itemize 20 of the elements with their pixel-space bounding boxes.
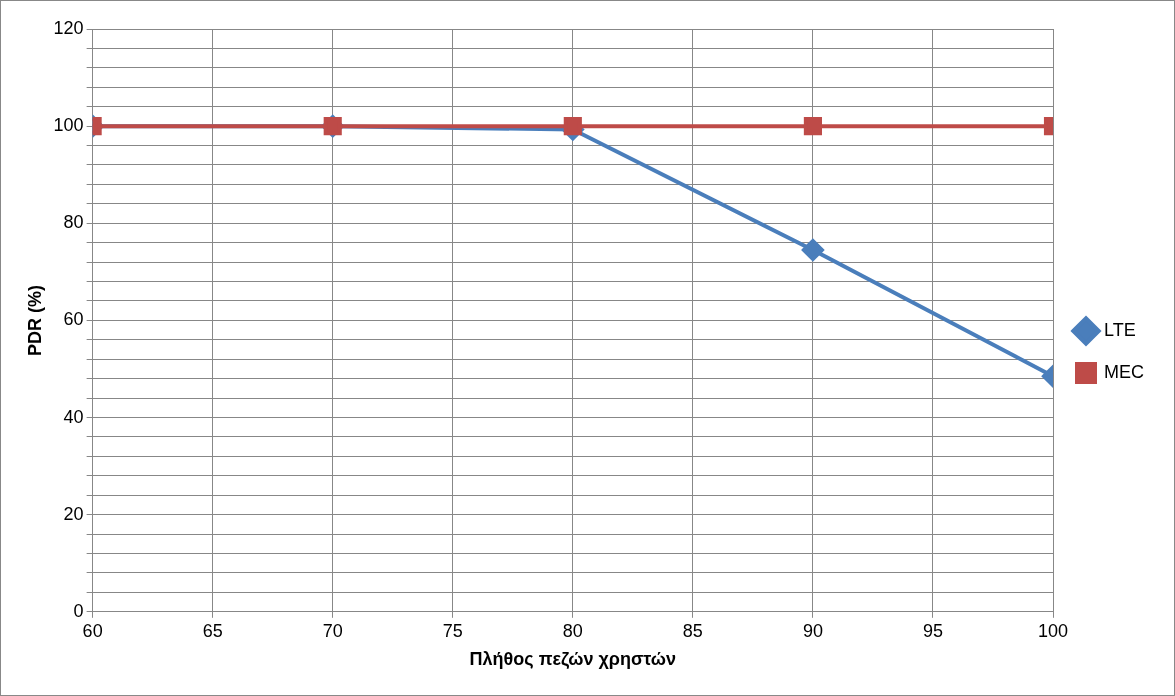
legend-label: MEC: [1104, 361, 1144, 382]
y-tick-label: 120: [53, 17, 84, 38]
y-tick-label: 20: [63, 503, 84, 524]
x-axis-title: Πλήθος πεζών χρηστών: [469, 649, 677, 671]
y-tick-label: 60: [63, 309, 84, 330]
x-tick-label: 100: [1037, 620, 1069, 641]
y-tick-label: 0: [73, 600, 84, 621]
x-tick-label: 90: [802, 620, 823, 641]
y-tick-label: 80: [63, 212, 84, 233]
y-axis-title: PDR (%): [24, 284, 45, 356]
y-tick-label: 40: [63, 406, 84, 427]
legend-label: LTE: [1104, 319, 1136, 340]
x-tick-label: 65: [202, 620, 223, 641]
y-tick-label: 100: [53, 115, 84, 136]
x-tick-label: 60: [82, 620, 103, 641]
x-tick-label: 85: [682, 620, 703, 641]
x-tick-label: 70: [322, 620, 343, 641]
x-tick-label: 95: [922, 620, 943, 641]
x-tick-label: 80: [562, 620, 583, 641]
x-tick-label: 75: [442, 620, 463, 641]
